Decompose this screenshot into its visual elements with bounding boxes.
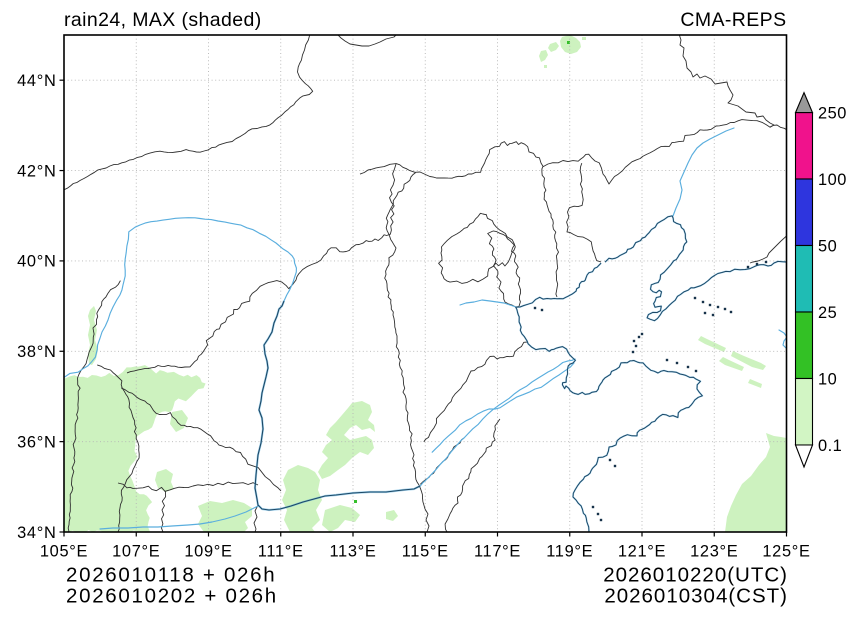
- svg-text:10: 10: [818, 370, 837, 388]
- svg-text:38°N: 38°N: [17, 343, 56, 361]
- svg-text:113°E: 113°E: [329, 543, 376, 561]
- svg-text:50: 50: [818, 237, 837, 255]
- svg-text:111°E: 111°E: [258, 543, 304, 561]
- svg-text:2026010202 + 026h: 2026010202 + 026h: [66, 585, 278, 608]
- svg-text:121°E: 121°E: [618, 543, 666, 561]
- svg-text:119°E: 119°E: [546, 543, 593, 561]
- svg-text:125°E: 125°E: [762, 543, 810, 561]
- svg-text:0.1: 0.1: [818, 437, 842, 455]
- svg-text:105°E: 105°E: [40, 543, 88, 561]
- svg-text:36°N: 36°N: [17, 433, 56, 451]
- svg-text:109°E: 109°E: [184, 543, 232, 561]
- svg-text:2026010220(UTC): 2026010220(UTC): [603, 564, 788, 587]
- svg-text:rain24, MAX (shaded): rain24, MAX (shaded): [64, 9, 262, 31]
- svg-text:123°E: 123°E: [690, 543, 738, 561]
- svg-text:42°N: 42°N: [17, 162, 56, 180]
- svg-text:250: 250: [818, 104, 847, 122]
- svg-text:2026010118 + 026h: 2026010118 + 026h: [66, 564, 276, 587]
- svg-text:115°E: 115°E: [402, 543, 449, 561]
- svg-text:2026010304(CST): 2026010304(CST): [604, 585, 788, 608]
- svg-text:117°E: 117°E: [474, 543, 521, 561]
- svg-text:44°N: 44°N: [17, 72, 56, 90]
- svg-text:100: 100: [818, 171, 847, 189]
- svg-text:34°N: 34°N: [17, 524, 56, 542]
- svg-text:107°E: 107°E: [112, 543, 160, 561]
- svg-text:40°N: 40°N: [17, 253, 56, 271]
- svg-text:25: 25: [818, 304, 837, 322]
- svg-text:CMA-REPS: CMA-REPS: [680, 9, 786, 31]
